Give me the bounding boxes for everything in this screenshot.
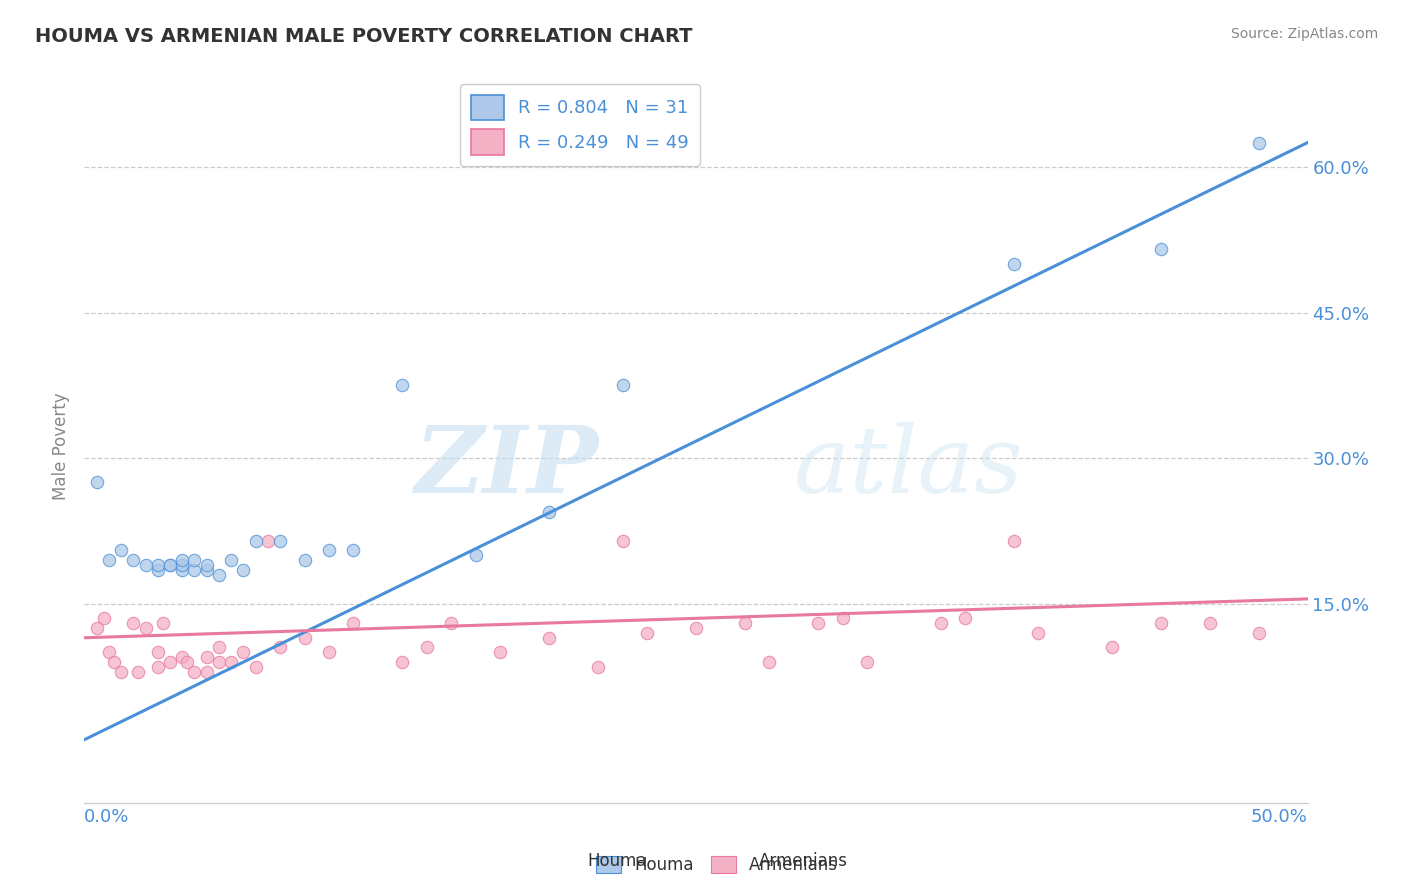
Text: Source: ZipAtlas.com: Source: ZipAtlas.com [1230, 27, 1378, 41]
Point [342, 616, 364, 631]
Point [152, 616, 174, 631]
Legend: Houma, Armenians: Houma, Armenians [589, 849, 845, 881]
Point [86, 475, 108, 490]
Point [86, 621, 108, 635]
Point [183, 563, 205, 577]
Point [318, 645, 340, 659]
Point [416, 640, 439, 655]
Legend: R = 0.804   N = 31, R = 0.249   N = 49: R = 0.804 N = 31, R = 0.249 N = 49 [460, 84, 700, 166]
Point [159, 558, 181, 572]
Point [538, 631, 561, 645]
Point [538, 504, 561, 518]
Point [159, 655, 181, 669]
Point [1002, 533, 1025, 548]
Point [1101, 640, 1123, 655]
Point [135, 621, 157, 635]
Point [176, 655, 198, 669]
Point [195, 665, 218, 679]
Point [685, 621, 707, 635]
Point [110, 665, 132, 679]
Point [612, 533, 634, 548]
Point [929, 616, 952, 631]
Point [146, 563, 169, 577]
Point [856, 655, 879, 669]
Point [159, 558, 181, 572]
Text: 50.0%: 50.0% [1251, 807, 1308, 826]
Point [342, 543, 364, 558]
Point [1028, 626, 1050, 640]
Text: atlas: atlas [794, 423, 1024, 512]
Point [440, 616, 463, 631]
Point [1002, 257, 1025, 271]
Point [318, 543, 340, 558]
Point [122, 553, 145, 567]
Point [1247, 626, 1270, 640]
Point [93, 611, 115, 625]
Point [734, 616, 756, 631]
Point [391, 378, 413, 392]
Text: Houma: Houma [588, 852, 647, 870]
Point [269, 533, 291, 548]
Point [1150, 616, 1173, 631]
Point [1150, 243, 1173, 257]
Point [232, 645, 254, 659]
Point [208, 567, 231, 582]
Point [232, 563, 254, 577]
Point [489, 645, 512, 659]
Point [172, 650, 194, 665]
Point [135, 558, 157, 572]
Point [1247, 136, 1270, 150]
Point [586, 660, 609, 674]
Point [219, 655, 242, 669]
Point [172, 558, 194, 572]
Point [831, 611, 853, 625]
Point [183, 553, 205, 567]
Point [269, 640, 291, 655]
Point [146, 660, 169, 674]
Point [245, 660, 267, 674]
Point [758, 655, 780, 669]
Point [208, 640, 231, 655]
Text: 0.0%: 0.0% [84, 807, 129, 826]
Point [183, 665, 205, 679]
Point [391, 655, 413, 669]
Text: ZIP: ZIP [413, 423, 598, 512]
Point [257, 533, 280, 548]
Point [146, 558, 169, 572]
Point [464, 548, 486, 562]
Point [195, 563, 218, 577]
Point [103, 655, 125, 669]
Point [612, 378, 634, 392]
Point [807, 616, 830, 631]
Point [97, 553, 120, 567]
Point [219, 553, 242, 567]
Point [294, 631, 316, 645]
Point [122, 616, 145, 631]
Text: Armenians: Armenians [759, 852, 848, 870]
Point [1198, 616, 1220, 631]
Point [146, 645, 169, 659]
Point [636, 626, 658, 640]
Point [172, 563, 194, 577]
Point [110, 543, 132, 558]
Point [208, 655, 231, 669]
Point [97, 645, 120, 659]
Point [195, 650, 218, 665]
Y-axis label: Male Poverty: Male Poverty [52, 392, 70, 500]
Point [127, 665, 149, 679]
Point [953, 611, 976, 625]
Text: HOUMA VS ARMENIAN MALE POVERTY CORRELATION CHART: HOUMA VS ARMENIAN MALE POVERTY CORRELATI… [35, 27, 693, 45]
Point [195, 558, 218, 572]
Point [294, 553, 316, 567]
Point [172, 553, 194, 567]
Point [245, 533, 267, 548]
